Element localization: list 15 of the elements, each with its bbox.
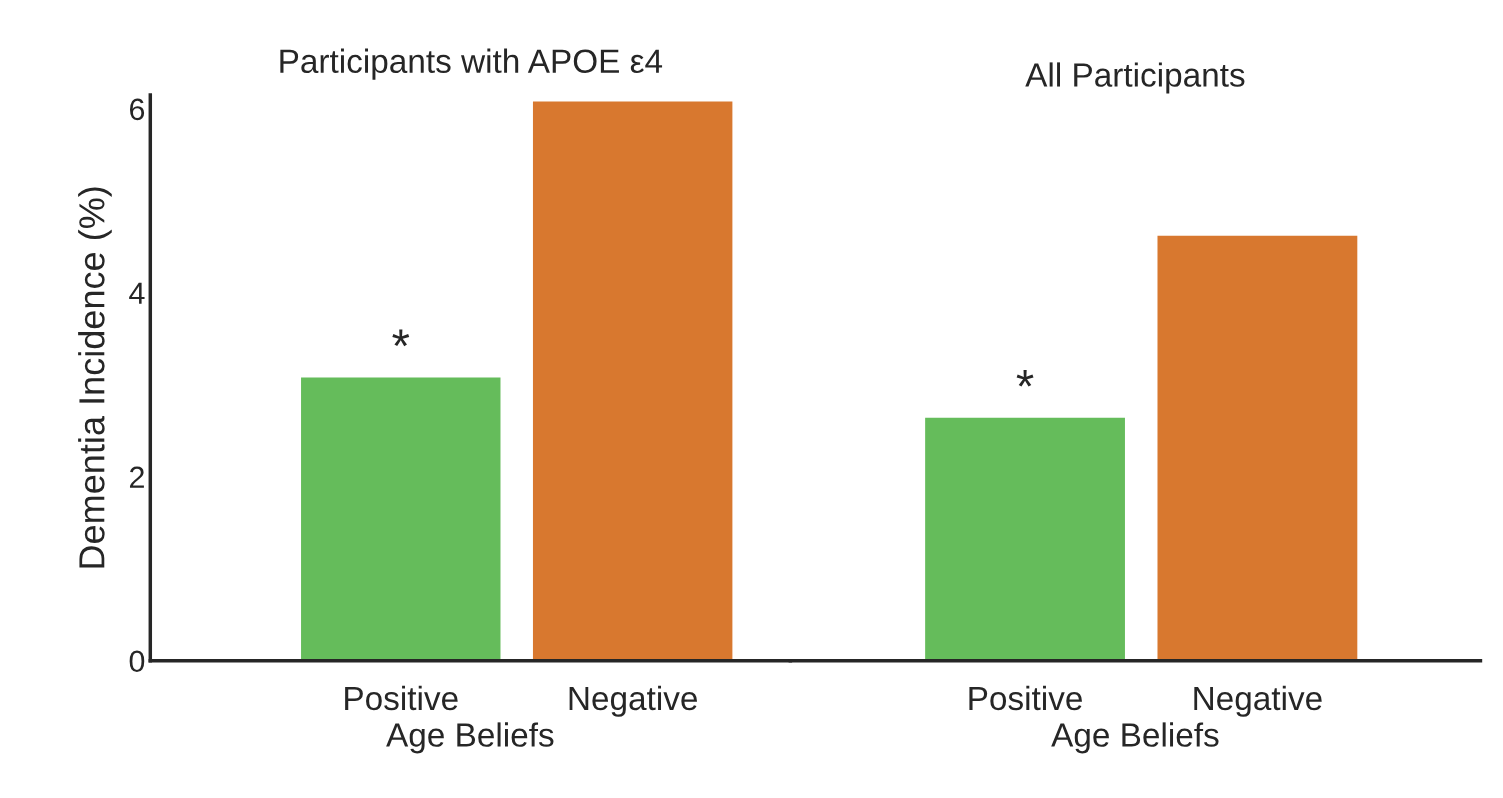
x-axis-title: Age Beliefs bbox=[1051, 722, 1219, 754]
x-tick-label: Negative bbox=[569, 685, 697, 717]
x-tick-label: Positive bbox=[345, 685, 458, 711]
chart-title: All Participants bbox=[1025, 62, 1245, 94]
x-tick-label: Positive bbox=[969, 685, 1082, 711]
x-axis-title: Age Beliefs bbox=[386, 722, 554, 754]
y-tick-label: 6 bbox=[130, 98, 145, 121]
chart-title: Participants with APOE ε4 bbox=[280, 48, 663, 80]
y-axis-title: Dementia Incidence (%) bbox=[78, 187, 112, 568]
annotation: * bbox=[1016, 370, 1034, 387]
y-tick-label: 0 bbox=[129, 650, 145, 673]
y-tick-label: 4 bbox=[129, 282, 145, 304]
y-tick-label: 2 bbox=[129, 466, 144, 488]
annotation: * bbox=[392, 329, 410, 347]
x-tick-label: Negative bbox=[1194, 685, 1322, 717]
